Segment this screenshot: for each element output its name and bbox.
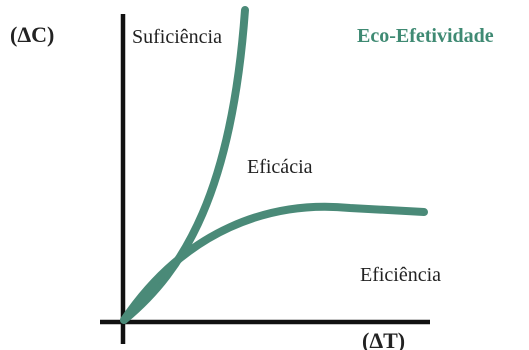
efficiency-curve (120, 202, 428, 324)
sufficiency-label: Suficiência (132, 26, 222, 48)
sufficiency-curve (120, 6, 249, 324)
efficiency-label: Eficiência (360, 264, 442, 286)
eco-effectiveness-label: Eco-Efetividade (357, 25, 494, 47)
y-axis-label: (ΔC) (10, 22, 55, 47)
x-axis-label: (ΔT) (362, 328, 406, 350)
efficacy-label: Eficácia (247, 156, 313, 178)
